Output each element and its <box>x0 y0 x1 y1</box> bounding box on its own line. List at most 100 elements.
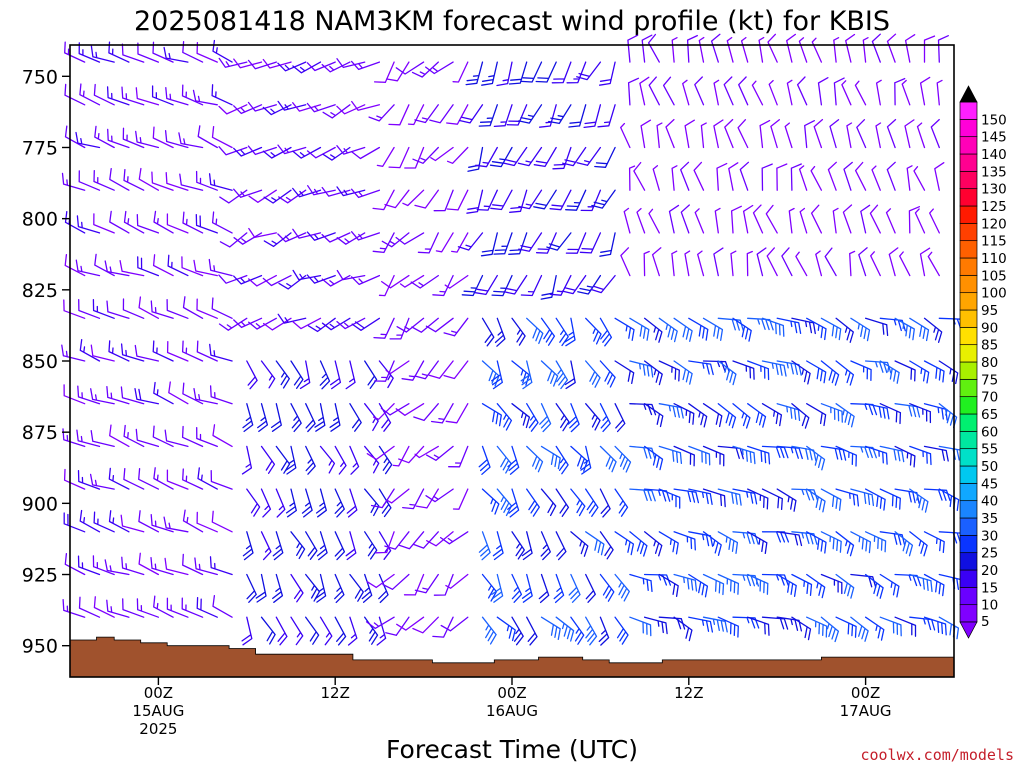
wind-barb <box>123 168 145 191</box>
wind-barb <box>242 531 254 561</box>
wind-barb <box>496 403 513 431</box>
wind-barb <box>426 531 454 547</box>
wind-barb <box>784 122 793 149</box>
wind-barb <box>319 360 331 390</box>
wind-barb <box>702 403 723 428</box>
wind-barb <box>761 616 789 630</box>
wind-barb <box>138 552 160 576</box>
wind-barb <box>384 531 410 550</box>
wind-barb <box>776 573 797 597</box>
wind-barb <box>64 254 86 277</box>
wind-barb <box>730 250 737 277</box>
wind-barb <box>908 206 921 234</box>
wind-barb <box>585 573 596 603</box>
wind-barb <box>61 172 86 191</box>
wind-barb <box>886 161 896 191</box>
wind-barb <box>465 61 484 86</box>
wind-barb <box>458 104 484 124</box>
wind-barb <box>241 445 253 475</box>
wind-barb <box>334 488 345 518</box>
wind-barb <box>457 232 484 251</box>
wind-barb <box>820 616 840 643</box>
wind-barb <box>614 317 635 341</box>
wind-barb <box>211 125 233 149</box>
wind-barb <box>386 61 410 82</box>
wind-barb <box>795 251 808 277</box>
wind-barb <box>380 403 410 416</box>
wind-barb <box>305 573 321 602</box>
wind-barb <box>732 360 755 380</box>
wind-barb <box>835 531 855 557</box>
wind-barb <box>820 573 843 595</box>
colorbar-swatch <box>959 396 978 415</box>
y-tick-label: 900 <box>22 493 58 515</box>
wind-barb <box>388 146 410 169</box>
wind-barb <box>166 213 189 234</box>
wind-barb <box>108 510 130 533</box>
wind-barb <box>786 79 793 106</box>
wind-barb <box>137 256 160 277</box>
wind-barb <box>78 299 101 319</box>
wind-barb <box>210 470 233 490</box>
wind-barbs <box>61 33 966 646</box>
wind-barb <box>493 232 513 255</box>
wind-barb <box>62 598 86 618</box>
wind-barb <box>211 84 233 106</box>
wind-barb <box>319 616 333 646</box>
x-axis-label: Forecast Time (UTC) <box>386 735 638 764</box>
wind-barb <box>322 104 351 119</box>
wind-barb <box>255 573 267 603</box>
wind-barb <box>481 403 502 427</box>
wind-barb <box>894 445 916 468</box>
wind-barb <box>591 189 616 209</box>
wind-barb <box>278 189 307 204</box>
wind-barb <box>629 360 654 378</box>
wind-barb <box>658 531 679 555</box>
wind-barb <box>886 118 897 149</box>
wind-barb <box>413 403 439 422</box>
wind-barb <box>577 274 602 295</box>
wind-barb <box>820 488 842 511</box>
wind-barb <box>526 616 538 646</box>
colorbar-label: 35 <box>981 511 998 527</box>
wind-barb <box>864 488 886 511</box>
wind-barb <box>135 130 160 149</box>
wind-barb <box>738 76 749 106</box>
wind-barb <box>694 76 705 106</box>
wind-barb <box>275 445 291 474</box>
wind-barb <box>63 468 86 490</box>
wind-barb <box>93 511 115 533</box>
colorbar-swatch <box>959 604 978 623</box>
wind-barb <box>493 104 513 128</box>
wind-barb <box>246 360 258 390</box>
wind-barb <box>209 385 233 405</box>
wind-barb <box>614 616 629 645</box>
wind-barb <box>909 573 933 593</box>
colorbar-label: 115 <box>981 234 1007 250</box>
wind-barb <box>894 360 916 382</box>
wind-barb <box>507 445 520 475</box>
y-axis: 750 775 800 825 850 875 900 925 950 <box>22 66 70 658</box>
wind-barb <box>909 403 932 424</box>
wind-barb <box>747 488 769 510</box>
wind-barb <box>567 403 580 433</box>
wind-barb <box>835 445 857 467</box>
y-tick-label: 950 <box>22 636 58 658</box>
wind-barb <box>511 573 523 603</box>
wind-barb <box>153 210 174 234</box>
wind-barb <box>923 317 943 343</box>
wind-barb <box>698 36 705 63</box>
wind-barb <box>94 125 115 149</box>
wind-barb <box>233 146 263 157</box>
colorbar-label: 65 <box>981 407 998 423</box>
wind-barb <box>414 189 439 209</box>
wind-barb <box>702 445 725 467</box>
wind-barb <box>732 445 756 465</box>
colorbar-swatch <box>959 465 978 484</box>
wind-barb <box>614 403 626 433</box>
wind-barb <box>503 146 528 167</box>
wind-barb <box>520 274 543 297</box>
wind-barb <box>680 204 690 234</box>
wind-barb <box>106 300 130 319</box>
wind-barb <box>938 488 960 512</box>
